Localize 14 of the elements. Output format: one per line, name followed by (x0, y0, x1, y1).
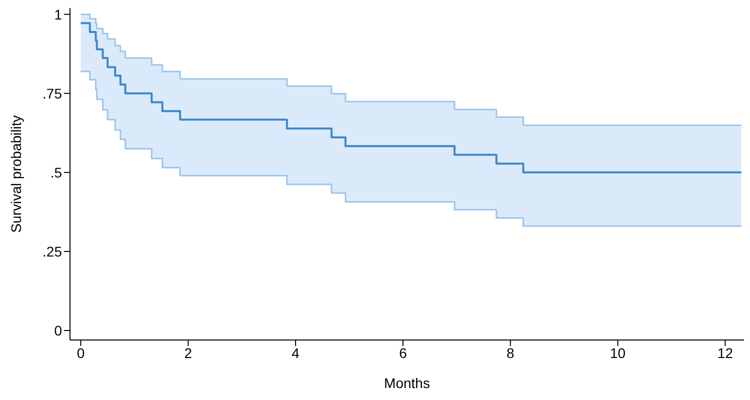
y-tick-label: .25 (42, 243, 62, 260)
y-tick-label: 0 (54, 322, 62, 338)
x-tick-label: 2 (184, 344, 192, 361)
y-tick-label: 1 (54, 6, 62, 22)
x-tick-label: 4 (292, 344, 300, 361)
x-tick-label: 6 (399, 344, 408, 361)
y-tick-label: .75 (42, 85, 62, 102)
y-tick-label: .5 (50, 164, 62, 180)
x-axis-title: Months (384, 375, 430, 391)
x-tick-label: 10 (610, 344, 626, 361)
y-axis-title: Survival probability (8, 115, 24, 233)
x-tick-label: 8 (506, 344, 514, 361)
x-tick-label: 12 (717, 344, 734, 361)
x-tick-label: 0 (76, 344, 85, 361)
